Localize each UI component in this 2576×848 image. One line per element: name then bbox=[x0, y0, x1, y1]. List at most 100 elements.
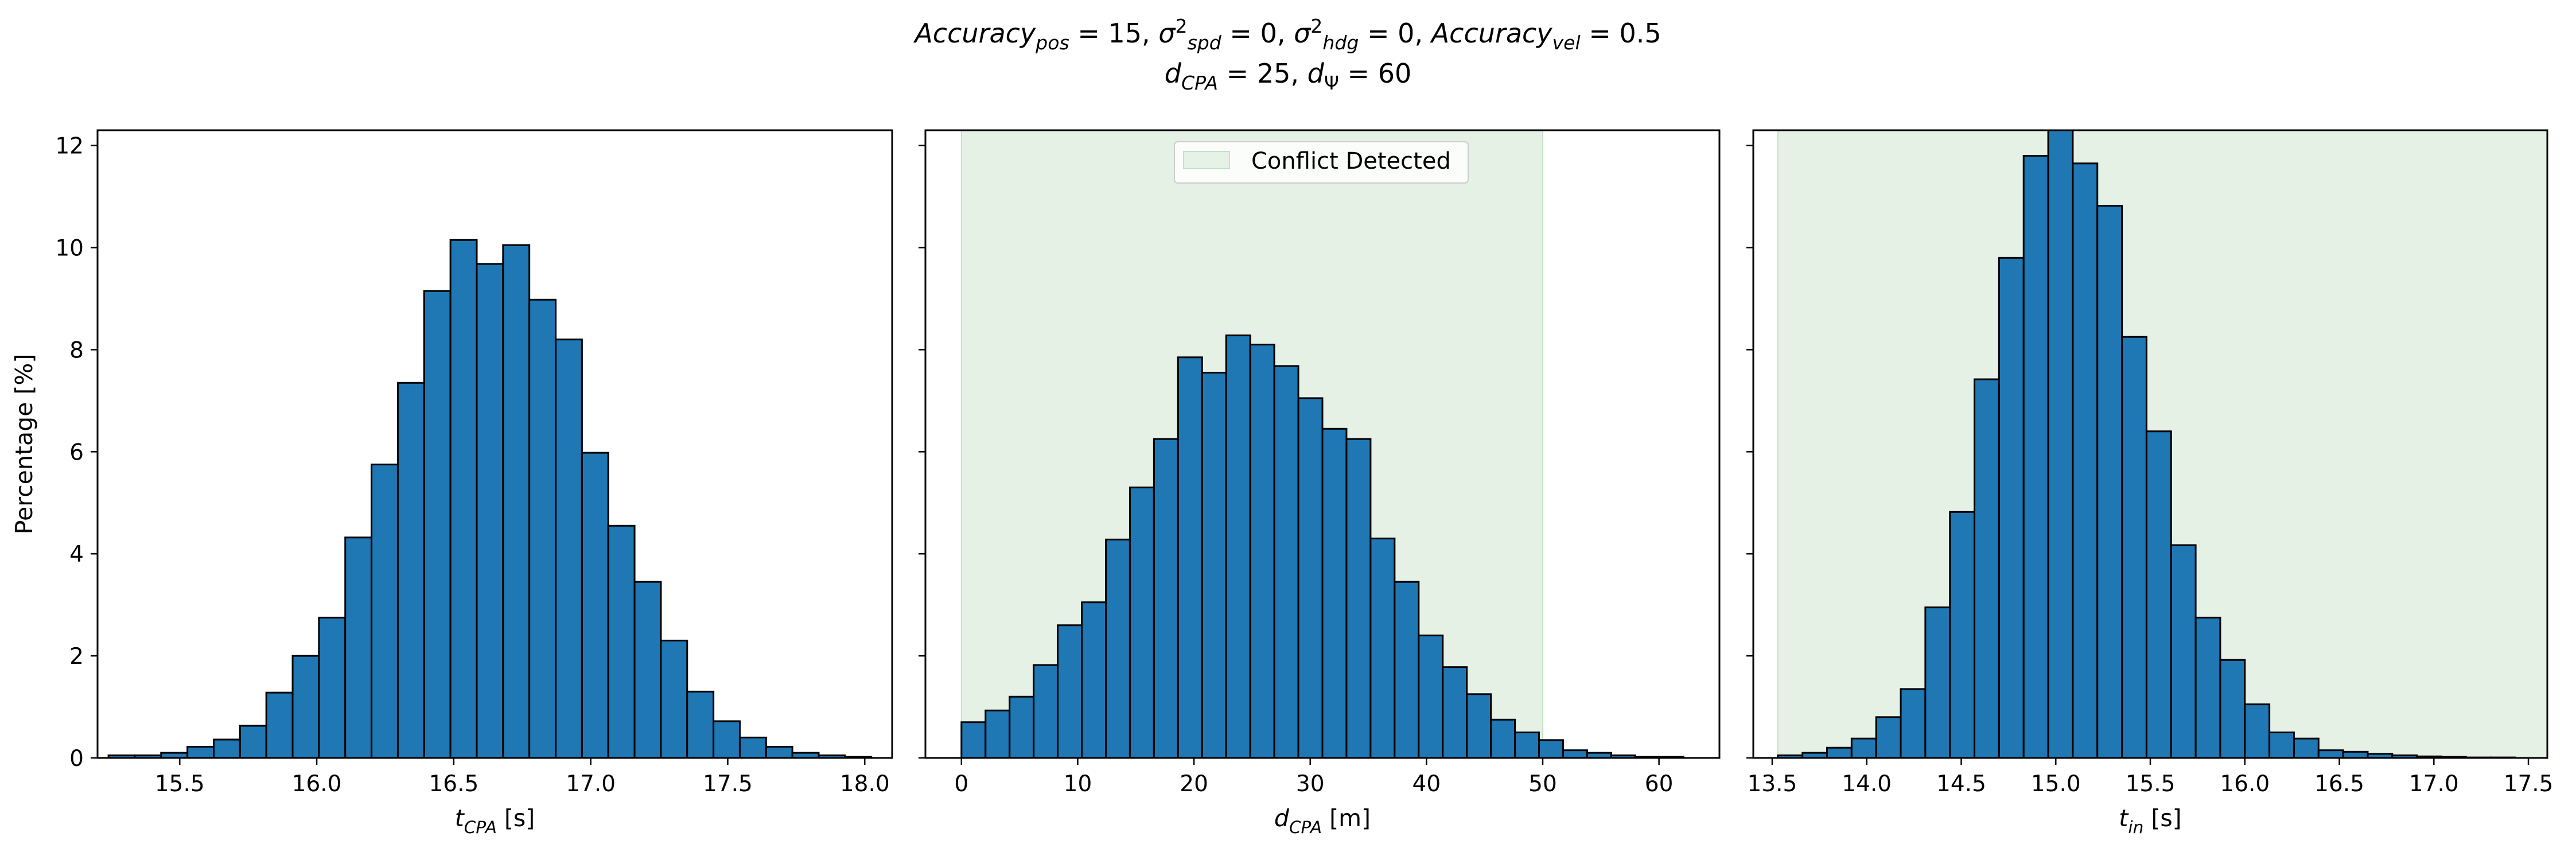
histogram-bar bbox=[985, 709, 1011, 759]
histogram-bar bbox=[2244, 703, 2271, 759]
histogram-bar bbox=[607, 524, 636, 759]
legend-swatch bbox=[1183, 151, 1230, 169]
histogram-bar bbox=[555, 339, 583, 759]
histogram-bar bbox=[528, 298, 557, 759]
legend: Conflict Detected bbox=[1174, 141, 1469, 184]
histogram-bar bbox=[1057, 624, 1083, 759]
histogram-bar bbox=[1345, 438, 1372, 759]
panel-2: 0 10 20 30 40 50 60 dCPA [m] Conflict Detected bbox=[919, 129, 1721, 837]
histogram-bar bbox=[396, 382, 425, 759]
histogram-bar bbox=[318, 616, 347, 759]
histogram-bar bbox=[371, 464, 399, 759]
x-tick-label: 16.5 bbox=[429, 771, 478, 797]
histogram-bar bbox=[1875, 716, 1902, 759]
histogram-bar bbox=[2170, 544, 2197, 759]
histogram-bar bbox=[186, 745, 215, 759]
histogram-bar bbox=[1153, 438, 1179, 759]
histogram-bar bbox=[660, 639, 688, 759]
x-tick-label: 13.5 bbox=[1748, 771, 1797, 797]
histogram-bar bbox=[581, 452, 609, 759]
x-tick-label: 40 bbox=[1412, 771, 1441, 797]
x-tick-label: 18.0 bbox=[840, 771, 890, 797]
x-tick-label: 0 bbox=[954, 771, 968, 797]
histogram-bar bbox=[1225, 334, 1251, 759]
histogram-bar bbox=[502, 244, 531, 759]
panel-3: 13.5 14.0 14.5 15.0 15.5 16.0 16.5 17.0 17.5 tin … bbox=[1746, 129, 2554, 837]
histogram-bar bbox=[1177, 356, 1203, 759]
histogram-bar bbox=[1201, 371, 1227, 759]
x-axis-label: tin [s] bbox=[2119, 804, 2181, 837]
histogram-bar bbox=[738, 736, 767, 759]
x-tick-label: 15.0 bbox=[2031, 771, 2081, 797]
histogram-bar bbox=[2194, 616, 2221, 759]
histogram-bar bbox=[1924, 606, 1951, 759]
histogram-bar bbox=[2072, 162, 2099, 759]
histogram-bar bbox=[2317, 749, 2344, 759]
histogram-bar bbox=[765, 745, 793, 759]
figure-title-line-2: dCPA = 25, dΨ = 60 bbox=[1165, 58, 1411, 94]
x-tick-label: 16.0 bbox=[292, 771, 342, 797]
histogram-bar bbox=[212, 738, 241, 759]
histogram-bar bbox=[291, 655, 320, 759]
histogram-bar bbox=[1273, 365, 1299, 759]
histogram-bar bbox=[1949, 511, 1976, 759]
histogram-bar bbox=[423, 290, 452, 759]
histogram-bar bbox=[1104, 538, 1131, 759]
x-tick-label: 50 bbox=[1528, 771, 1557, 797]
axes-frame bbox=[924, 129, 1721, 759]
x-tick-label: 20 bbox=[1180, 771, 1208, 797]
histogram-bar bbox=[344, 536, 373, 759]
x-tick-label: 30 bbox=[1296, 771, 1325, 797]
y-tick-label: 8 bbox=[69, 337, 84, 363]
x-tick-label: 17.0 bbox=[2409, 771, 2459, 797]
histogram-bar bbox=[1418, 635, 1444, 759]
histogram-bar bbox=[1538, 739, 1564, 759]
histogram-bar bbox=[1297, 397, 1324, 759]
histogram-bar bbox=[2145, 430, 2172, 759]
histogram-bar bbox=[2342, 750, 2369, 759]
histogram-bar bbox=[713, 720, 741, 759]
y-tick-label: 10 bbox=[55, 236, 84, 262]
x-tick-label: 15.5 bbox=[2126, 771, 2176, 797]
legend-box bbox=[1174, 141, 1469, 184]
histogram-bar bbox=[2022, 154, 2049, 759]
y-tick-label: 2 bbox=[69, 644, 84, 670]
y-tick-label: 12 bbox=[55, 134, 84, 160]
histogram-bar bbox=[1466, 693, 1492, 759]
x-axis-label: tCPA [s] bbox=[455, 804, 535, 837]
y-tick-label: 6 bbox=[69, 439, 84, 465]
histogram-bar bbox=[449, 239, 478, 759]
x-axis-label: dCPA [m] bbox=[1274, 804, 1371, 837]
histogram-bar bbox=[239, 725, 267, 759]
histogram-bar bbox=[1490, 718, 1516, 759]
histogram-bar bbox=[686, 690, 715, 759]
x-tick-label: 16.0 bbox=[2220, 771, 2270, 797]
x-tick-label: 17.0 bbox=[566, 771, 616, 797]
histogram-bar bbox=[1826, 746, 1853, 759]
histogram-bar bbox=[633, 581, 662, 759]
histogram-bar bbox=[2121, 336, 2147, 759]
x-tick-label: 16.5 bbox=[2314, 771, 2364, 797]
histogram-bar bbox=[2096, 205, 2123, 759]
x-tick-label: 17.5 bbox=[2504, 771, 2554, 797]
histogram-bar bbox=[265, 691, 294, 759]
y-tick-label: 4 bbox=[69, 542, 84, 567]
panel-1: 15.5 16.0 16.5 17.0 17.5 18.0 0 2 4 6 8 10 12 tCPA [s… bbox=[10, 129, 893, 837]
histogram-bar bbox=[1442, 666, 1468, 759]
histogram-bar bbox=[1514, 732, 1540, 759]
histogram-bar bbox=[1850, 737, 1877, 759]
histogram-bar bbox=[1129, 487, 1155, 759]
y-axis-label: Percentage [%] bbox=[10, 354, 38, 535]
histogram-bar bbox=[2293, 737, 2320, 759]
histogram-bar bbox=[1998, 256, 2025, 759]
histogram-bar bbox=[960, 721, 987, 759]
histogram-bar bbox=[1321, 427, 1348, 759]
histogram-bar bbox=[2219, 659, 2246, 759]
histogram-bar bbox=[1974, 378, 2000, 759]
histogram-bar bbox=[1033, 664, 1059, 759]
histogram-bar bbox=[476, 263, 504, 759]
y-tick-label: 0 bbox=[69, 746, 84, 772]
legend-label: Conflict Detected bbox=[1251, 148, 1451, 174]
x-tick-label: 60 bbox=[1645, 771, 1674, 797]
histogram-bar bbox=[2047, 129, 2074, 759]
